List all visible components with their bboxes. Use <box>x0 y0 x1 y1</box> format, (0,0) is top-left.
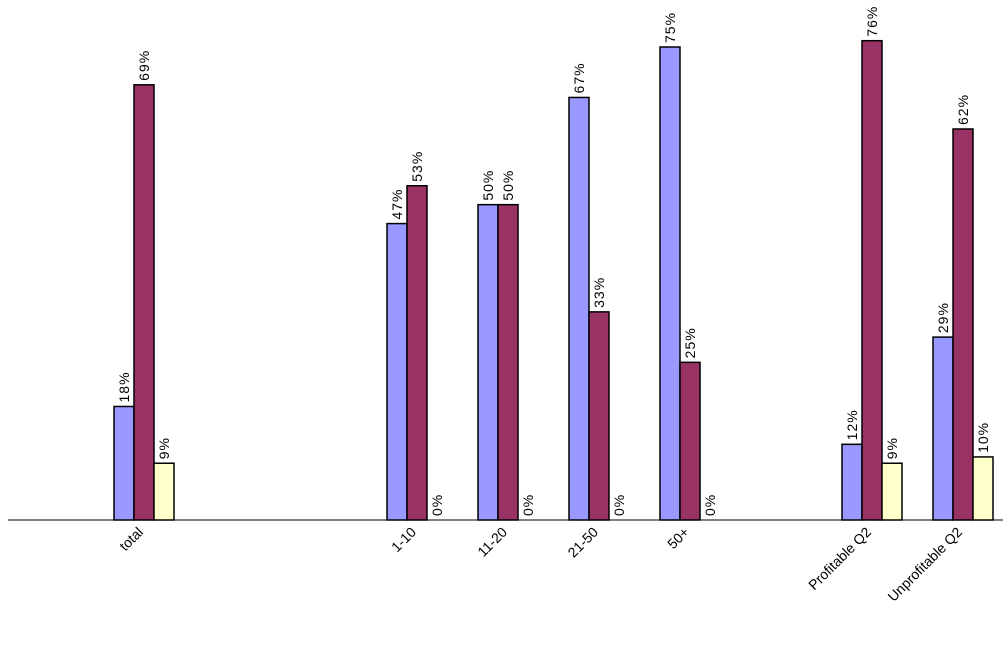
value-label-Unprofitable Q2-series-1: 29% <box>935 302 951 333</box>
bar-21-50-series-2 <box>588 311 610 521</box>
value-label-total-series-2: 69% <box>136 50 152 81</box>
value-label-Profitable Q2-series-2: 76% <box>864 6 880 37</box>
value-label-Profitable Q2-series-1: 12% <box>844 409 860 440</box>
bar-Profitable Q2-series-1 <box>841 443 863 521</box>
category-label-unprofitable-q2: Unprofitable Q2 <box>884 524 965 605</box>
value-label-50+-series-1: 75% <box>662 12 678 43</box>
category-label-50+: 50+ <box>664 524 692 552</box>
value-label-21-50-series-3: 0% <box>611 494 627 516</box>
category-label-profitable-q2: Profitable Q2 <box>805 524 874 593</box>
bar-total-series-3 <box>153 462 175 521</box>
bar-50+-series-1 <box>659 46 681 521</box>
value-label-total-series-3: 9% <box>156 437 172 459</box>
value-label-total-series-1: 18% <box>116 371 132 402</box>
category-label-1-10: 1-10 <box>388 524 419 555</box>
bar-Unprofitable Q2-series-3 <box>972 456 994 521</box>
bar-Profitable Q2-series-3 <box>881 462 903 521</box>
value-label-21-50-series-2: 33% <box>591 277 607 308</box>
value-label-1-10-series-2: 53% <box>409 151 425 182</box>
bar-50+-series-2 <box>679 361 701 521</box>
bar-1-10-series-2 <box>406 184 428 521</box>
bar-1-10-series-1 <box>386 222 408 521</box>
bar-21-50-series-1 <box>568 96 590 521</box>
bar-total-series-2 <box>133 84 155 521</box>
value-label-1-10-series-3: 0% <box>429 494 445 516</box>
bar-Profitable Q2-series-2 <box>861 39 883 521</box>
category-labels-layer: total 1-10 11-20 21-50 50+ Profitable Q2 Unpro… <box>116 524 965 605</box>
bar-Unprofitable Q2-series-1 <box>932 336 954 521</box>
bar-Unprofitable Q2-series-2 <box>952 128 974 521</box>
value-label-Unprofitable Q2-series-2: 62% <box>955 94 971 125</box>
bars-layer <box>113 39 994 521</box>
value-label-Unprofitable Q2-series-3: 10% <box>975 422 991 453</box>
category-label-11-20: 11-20 <box>474 524 510 560</box>
category-label-21-50: 21-50 <box>564 524 601 561</box>
category-label-total: total <box>116 524 146 554</box>
value-label-11-20-series-3: 0% <box>520 494 536 516</box>
bar-total-series-1 <box>113 405 135 521</box>
bar-11-20-series-2 <box>497 203 519 521</box>
value-label-50+-series-2: 25% <box>682 327 698 358</box>
value-label-11-20-series-2: 50% <box>500 170 516 201</box>
bar-11-20-series-1 <box>477 203 499 521</box>
value-label-11-20-series-1: 50% <box>480 170 496 201</box>
value-label-Profitable Q2-series-3: 9% <box>884 437 900 459</box>
value-label-1-10-series-1: 47% <box>389 189 405 220</box>
value-labels-layer: 18% 69% 9% 47%53% 0% 50% 50% 0% 67% 33% 0% 75% 25% 0%… <box>116 6 991 516</box>
value-label-21-50-series-1: 67% <box>571 62 587 93</box>
value-label-50+-series-3: 0% <box>702 494 718 516</box>
